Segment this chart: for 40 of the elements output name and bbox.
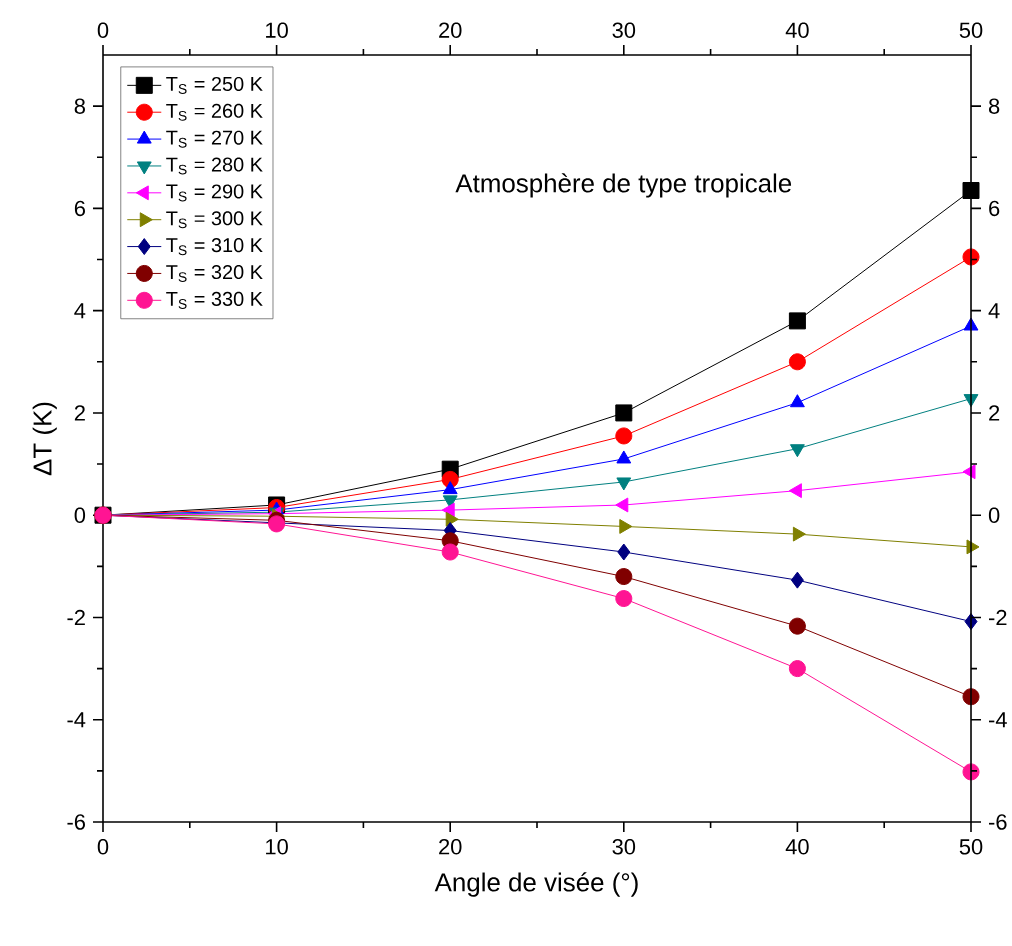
legend-label: T$_{S}$ = 260 K	[166, 103, 263, 121]
y-tick-label: 8	[74, 98, 85, 114]
y2-tick-label: 8	[988, 98, 1000, 114]
y-tick-label: 2	[74, 405, 85, 421]
legend-label: T$_{S}$ = 320 K	[166, 265, 263, 283]
legend-label: T$_{S}$ = 310 K	[166, 238, 263, 256]
x2-tick-label: 50	[959, 839, 983, 855]
legend-label: T$_{S}$ = 300 K	[166, 211, 263, 229]
y2-tick-label: 6	[989, 200, 1000, 217]
y2-tick-label: 0	[988, 507, 1000, 523]
y-axis-title: ΔT (K)	[32, 402, 57, 476]
y-tick-label: 0	[74, 507, 86, 523]
annotation: Atmosphère de type tropicale	[455, 173, 792, 198]
x2-tick-label: 20	[439, 839, 462, 855]
y2-tick-label: 2	[989, 405, 1000, 421]
y-tick-label: -6	[67, 814, 85, 830]
y2-tick-label: 4	[988, 303, 1000, 319]
legend-label: T$_{S}$ = 330 K	[166, 291, 263, 309]
legend-label: T$_{S}$ = 250 K	[166, 76, 263, 94]
x-tick-label: 10	[266, 22, 288, 38]
y2-tick-label: -6	[989, 814, 1007, 830]
y-tick-label: 6	[74, 200, 85, 217]
x-tick-label: 20	[439, 22, 462, 38]
y2-tick-label: -4	[989, 712, 1007, 728]
y-tick-label: -4	[67, 712, 86, 728]
x-tick-label: 40	[785, 22, 809, 38]
legend-label: T$_{S}$ = 290 K	[166, 184, 263, 202]
x-tick-label: 50	[959, 22, 983, 38]
y2-tick-label: -2	[989, 609, 1007, 626]
x2-tick-label: 40	[785, 839, 809, 855]
x-tick-label: 30	[612, 22, 636, 38]
x-axis-title: Angle de visée (°)	[434, 872, 638, 897]
x-tick-label: 0	[97, 22, 109, 38]
x2-tick-label: 30	[612, 839, 636, 855]
y-tick-label: -2	[67, 609, 85, 626]
legend-label: T$_{S}$ = 270 K	[166, 130, 263, 148]
y-tick-label: 4	[74, 303, 86, 319]
x2-tick-label: 0	[97, 839, 109, 855]
x2-tick-label: 10	[266, 839, 288, 855]
legend-label: T$_{S}$ = 280 K	[166, 157, 263, 175]
